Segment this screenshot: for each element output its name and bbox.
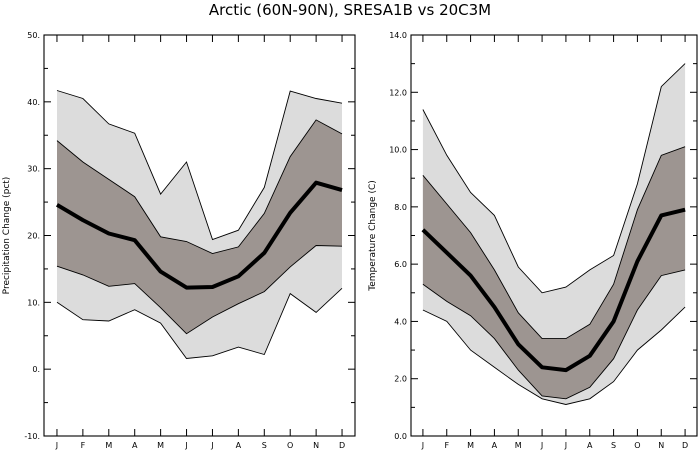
precip-outer-band [57, 90, 342, 359]
temp-x-tick-label: S [611, 441, 616, 450]
precipitation-bands [55, 90, 343, 359]
precip-x-tick-label: M [157, 441, 164, 450]
precip-max-line [56, 90, 343, 241]
precip-upper-quartile-line [56, 119, 343, 254]
temp-y-axis-label: Temperature Change (C) [368, 180, 378, 292]
precip-y-tick-label: 0. [32, 365, 40, 374]
temp-max-line [422, 63, 686, 294]
temp-x-tick-label: F [444, 441, 449, 450]
precip-x-tick-label: N [313, 441, 319, 450]
temperature-bands [421, 63, 686, 405]
temp-x-tick-label: A [492, 441, 498, 450]
precip-x-tick-label: A [132, 441, 138, 450]
precip-lower-quartile-line [56, 245, 343, 335]
temp-x-tick-label: N [658, 441, 664, 450]
temp-lower-quartile-line [422, 269, 686, 400]
temperature-panel: 0.0 2.0 4.0 6.0 8.0 10.0 12.0 14.0 J F M A M J J A S O N D T… [368, 31, 698, 450]
precip-x-tick-label: J [55, 441, 58, 450]
temp-x-tick-label: J [421, 441, 424, 450]
temp-x-tick-label: O [634, 441, 640, 450]
temp-y-tick-label: 4.0 [394, 317, 407, 326]
temp-y-tick-label: 2.0 [394, 375, 407, 384]
temp-x-tick-label: D [682, 441, 688, 450]
temp-y-tick-label: 8.0 [394, 203, 407, 212]
temp-x-tick-label: A [587, 441, 593, 450]
precip-x-tick-label: O [287, 441, 293, 450]
temp-y-tick-label: 10.0 [389, 146, 407, 155]
precipitation-panel: -10. 0. 10. 20. 30. 40. 50. J F M A M J J A S O N D Precipi… [2, 31, 356, 450]
figure-title: Arctic (60N-90N), SRESA1B vs 20C3M [209, 1, 491, 19]
temp-median-line [421, 207, 686, 373]
temp-x-tick-label: M [515, 441, 522, 450]
precip-inner-band [57, 119, 342, 334]
precip-x-tick-label: M [105, 441, 112, 450]
precip-y-tick-label: 30. [27, 165, 40, 174]
precip-min-line [56, 287, 343, 359]
precip-x-tick-label: A [236, 441, 242, 450]
precip-y-tick-label: 40. [27, 98, 40, 107]
precip-x-tick-label: J [184, 441, 187, 450]
temp-x-tick-label: J [564, 441, 567, 450]
temp-min-line [422, 306, 686, 405]
precip-median-line [55, 180, 343, 290]
temp-y-tick-label: 6.0 [394, 260, 407, 269]
temp-inner-band [422, 146, 686, 399]
temp-y-tick-label: 12.0 [389, 88, 407, 97]
temp-x-tick-label: M [467, 441, 474, 450]
precip-y-tick-label: 10. [27, 298, 40, 307]
precip-x-tick-label: D [339, 441, 345, 450]
temp-y-tick-label: 0.0 [394, 432, 407, 441]
precip-x-tick-label: F [81, 441, 86, 450]
temp-y-tick-label: 14.0 [389, 31, 407, 40]
temperature-axes: 0.0 2.0 4.0 6.0 8.0 10.0 12.0 14.0 J F M A M J J A S O N D T… [368, 31, 698, 450]
precip-y-axis-label: Precipitation Change (pct) [2, 177, 12, 295]
precip-x-tick-label: S [262, 441, 267, 450]
temp-x-tick-label: J [540, 441, 543, 450]
precipitation-axes: -10. 0. 10. 20. 30. 40. 50. J F M A M J J A S O N D Precipi… [2, 31, 356, 450]
precip-y-tick-label: 50. [27, 31, 40, 40]
precip-y-tick-label: -10. [24, 432, 40, 441]
precip-x-tick-label: J [210, 441, 213, 450]
temp-upper-quartile-line [422, 146, 686, 340]
precip-y-tick-label: 20. [27, 232, 40, 241]
